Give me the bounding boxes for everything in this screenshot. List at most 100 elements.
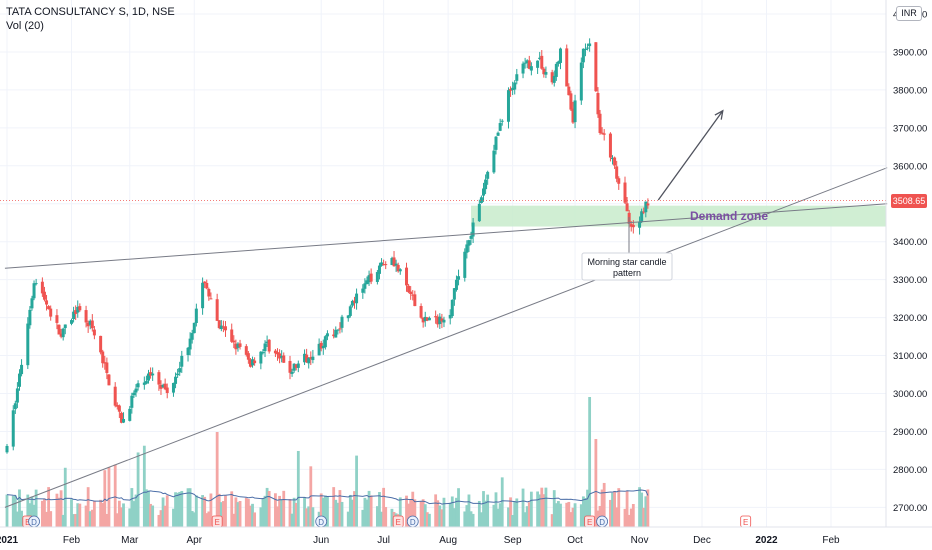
candle-body (521, 63, 525, 74)
volume-bar (559, 503, 562, 527)
candle-body (115, 405, 119, 407)
volume-bar (190, 511, 194, 527)
volume-bar (363, 497, 367, 527)
volume-bar (11, 495, 15, 527)
volume-indicator-label: Vol (20) (6, 20, 44, 32)
demand-zone-label: Demand zone (690, 209, 768, 223)
volume-bar (529, 491, 533, 527)
volume-bar (434, 494, 438, 527)
candle-body (583, 48, 587, 50)
volume-bar (625, 490, 629, 527)
candle-body (419, 306, 423, 318)
candle-body (355, 293, 359, 304)
candle-body (311, 356, 315, 361)
candle-body (309, 357, 313, 359)
candle-body (642, 211, 646, 213)
volume-bar (180, 490, 184, 527)
candle-body (84, 310, 88, 323)
candle-body (527, 60, 531, 69)
candle-body (390, 258, 394, 266)
dividend-badge-label: D (599, 518, 605, 527)
volume-bar (323, 495, 327, 527)
candle-body (542, 68, 546, 75)
candle-body (13, 403, 17, 410)
candle-body (513, 82, 517, 90)
volume-bar (355, 455, 358, 527)
volume-bar (623, 508, 627, 527)
y-tick-label: 2800.00 (893, 465, 927, 476)
volume-bar (482, 491, 485, 527)
candle-body (380, 262, 384, 266)
candle-body (40, 281, 44, 294)
trendline (4, 203, 888, 269)
volume-bar (571, 507, 575, 527)
volume-bar (274, 493, 277, 527)
candle-body (448, 314, 452, 319)
volume-bar (638, 487, 641, 527)
y-tick-label: 3100.00 (893, 351, 927, 362)
volume-bar (101, 502, 105, 527)
y-tick-label: 3000.00 (893, 389, 927, 400)
price-axis[interactable]: 4000.003900.003800.003700.003600.003500.… (885, 0, 927, 527)
currency-badge[interactable]: INR (896, 6, 922, 21)
volume-bar (178, 491, 182, 527)
candle-body (367, 275, 371, 283)
volume-bar (174, 492, 177, 527)
candle-body (282, 355, 286, 363)
volume-bar (307, 506, 311, 527)
volume-bar (500, 477, 504, 527)
candle-body (348, 306, 352, 316)
y-tick-label: 2900.00 (893, 427, 927, 438)
candle-body (61, 328, 65, 338)
candle-body (259, 351, 263, 364)
x-tick-label: Nov (631, 535, 649, 546)
x-tick-label: Feb (63, 535, 81, 546)
candle-body (423, 316, 427, 322)
morning-star-callout: Morning star candle pattern (581, 252, 673, 281)
candle-body (34, 283, 38, 285)
time-axis[interactable]: 2021 Feb Mar Apr Jun Jul Aug Sep Oct Nov Dec 2022 Fe… (0, 526, 932, 546)
volume-bar (232, 513, 236, 527)
candle-body (579, 62, 583, 101)
candle-body (336, 329, 340, 331)
candle-body (70, 320, 74, 324)
volume-bar (423, 504, 427, 527)
x-tick-label: 2021 (0, 535, 19, 546)
candle-body (540, 55, 544, 69)
candle-body (571, 108, 575, 123)
volume-bar (149, 503, 152, 527)
candle-body (544, 72, 548, 75)
volume-bar (611, 492, 614, 527)
chart-grid (0, 0, 886, 527)
candle-body (201, 282, 205, 309)
volume-bar (642, 507, 646, 527)
volume-bar (565, 502, 569, 527)
candle-body (47, 306, 51, 310)
volume-bar (525, 506, 529, 527)
volume-bar (536, 491, 540, 527)
candle-body (498, 123, 502, 131)
volume-bar (326, 496, 329, 527)
volume-bar (361, 509, 365, 527)
volume-bar (613, 490, 616, 527)
candle-body (365, 280, 369, 285)
trendlines (0, 109, 888, 508)
candle-body (425, 317, 429, 321)
candle-body (629, 224, 633, 227)
volume-bar (457, 488, 460, 527)
volume-bar (78, 503, 82, 527)
volume-bar (276, 506, 279, 527)
candle-body (178, 368, 182, 373)
candle-body (608, 133, 612, 158)
volume-bar (115, 513, 119, 527)
volume-bar (540, 487, 544, 527)
candle-body (409, 291, 413, 295)
candle-body (492, 150, 496, 173)
candle-body (317, 343, 321, 356)
volume-bar (288, 499, 292, 527)
volume-bar (600, 489, 604, 527)
candle-body (440, 318, 444, 322)
candle-body (72, 311, 76, 320)
volume-bar (122, 503, 125, 527)
